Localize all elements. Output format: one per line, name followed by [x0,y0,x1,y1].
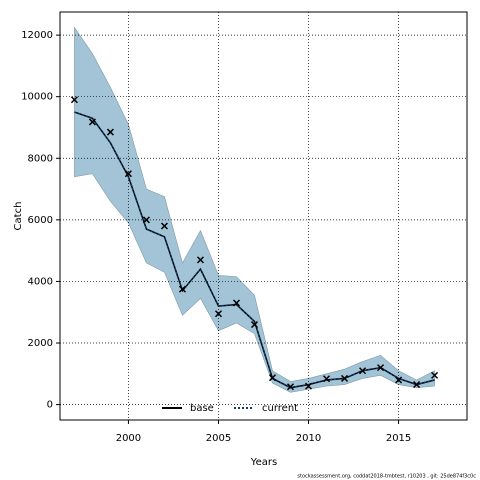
y-tick-label: 4000 [28,276,53,287]
observed-point [70,96,78,104]
observed-point [359,367,367,375]
observed-point [250,321,259,329]
observed-point [160,222,168,230]
observed-point [431,371,439,379]
y-tick-label: 6000 [28,215,53,226]
x-tick-label: 2015 [386,433,411,444]
observed-point [413,381,421,389]
x-tick-label: 2010 [296,433,321,444]
y-tick-label: 10000 [21,92,53,103]
observed-point [377,364,385,372]
observed-point [106,128,114,136]
observed-point [124,170,132,178]
observed-point [286,383,295,391]
y-tick-label: 12000 [21,30,53,41]
observed-point [341,374,349,382]
legend-label: current [262,403,298,414]
observed-point [323,375,331,383]
observed-point [88,118,96,126]
legend-label: base [190,403,214,414]
observed-point [304,382,313,390]
y-tick-label: 2000 [28,338,53,349]
series-line [74,111,435,389]
observed-point [232,299,241,307]
observed-point [395,376,403,384]
observed-point [214,310,223,318]
y-axis-label: Catch [13,202,24,231]
confidence-band [74,26,435,393]
y-tick-label: 0 [47,400,53,411]
x-tick-label: 2000 [116,433,141,444]
plot-frame [59,11,468,421]
footer: stockassessment.org, coddat2018-tmbtest,… [297,474,476,480]
observed-point [178,285,186,293]
x-tick-label: 2005 [206,433,231,444]
observed-point [268,374,277,382]
observed-point [142,216,150,224]
y-tick-label: 8000 [28,153,53,164]
x-axis-label: Years [250,457,277,468]
observed-point [196,256,204,264]
